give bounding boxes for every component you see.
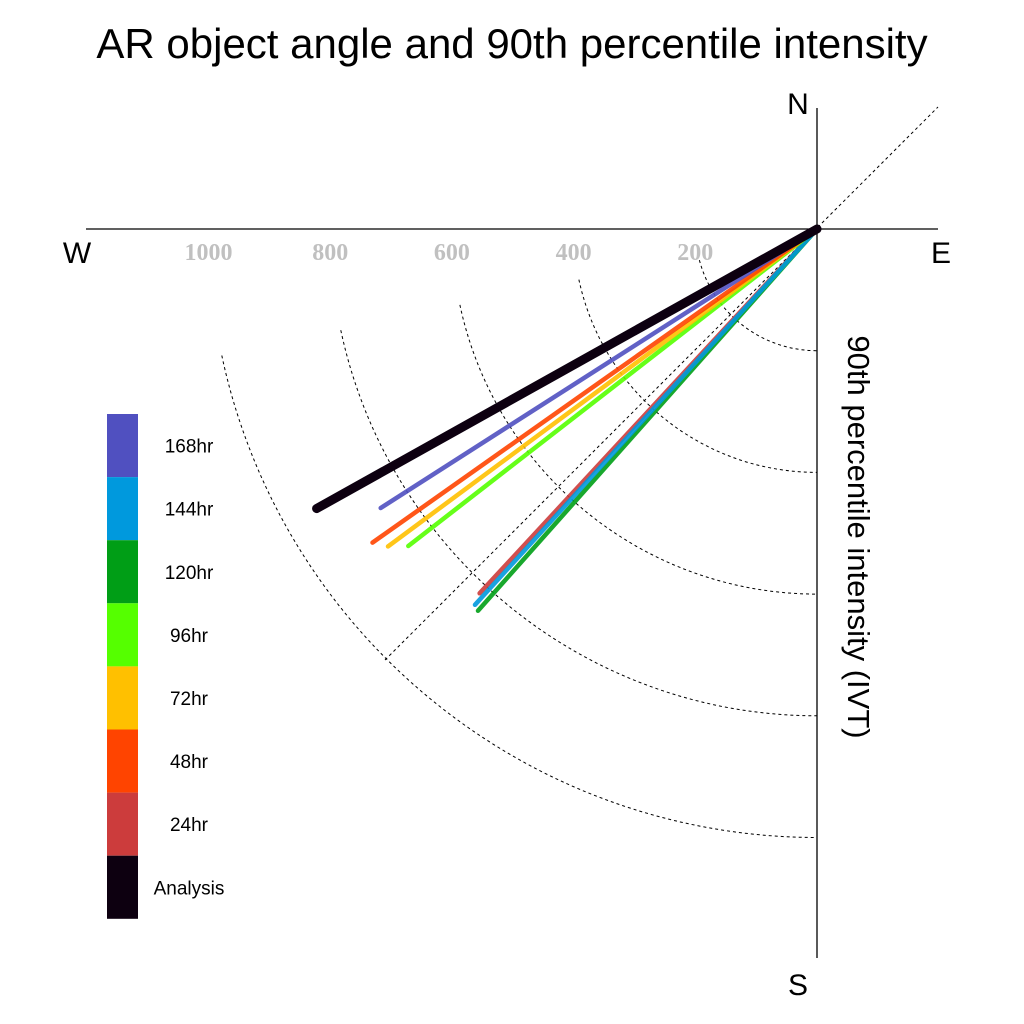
legend-swatch-48hr	[107, 729, 138, 793]
radial-tick-labels: 200 400 600 800 1000	[185, 240, 714, 266]
chart-title: AR object angle and 90th percentile inte…	[96, 20, 927, 67]
legend-swatch-144hr	[107, 477, 138, 541]
tick-label-200: 200	[677, 240, 713, 266]
legend-swatch-24hr	[107, 792, 138, 856]
compass-south: S	[788, 969, 808, 1002]
legend-label-72hr: 72hr	[170, 689, 209, 710]
series-lines	[312, 224, 822, 614]
legend-label-24hr: 24hr	[170, 815, 209, 836]
series-line-144hr	[472, 226, 820, 608]
series-line-analysis	[312, 224, 822, 514]
grid-arc-400	[578, 279, 818, 473]
tick-label-400: 400	[556, 240, 592, 266]
legend-label-analysis: Analysis	[154, 878, 225, 899]
legend-swatch-96hr	[107, 603, 138, 667]
tick-label-800: 800	[312, 240, 348, 266]
series-line-48hr	[370, 226, 820, 545]
radial-grid	[221, 254, 818, 838]
legend-swatch-analysis	[107, 855, 138, 919]
grid-arc-600	[459, 304, 818, 595]
legend-label-96hr: 96hr	[170, 626, 209, 647]
diagonal-reference-line	[384, 106, 939, 661]
tick-label-1000: 1000	[185, 240, 233, 266]
legend-swatch-72hr	[107, 666, 138, 730]
compass-west: W	[63, 237, 92, 270]
grid-arc-1000	[221, 355, 818, 838]
legend-swatch-168hr	[107, 414, 138, 478]
tick-label-600: 600	[434, 240, 470, 266]
origin-point	[813, 225, 821, 233]
radial-axis-label: 90th percentile intensity (IVT)	[841, 335, 876, 738]
legend-swatch-120hr	[107, 540, 138, 604]
grid-arc-800	[340, 330, 818, 717]
legend-label-144hr: 144hr	[165, 500, 214, 521]
legend-label-48hr: 48hr	[170, 752, 209, 773]
compass-east: E	[931, 237, 951, 270]
legend-label-120hr: 120hr	[165, 563, 214, 584]
legend-label-168hr: 168hr	[165, 437, 214, 458]
series-line-168hr	[378, 226, 820, 511]
legend: 168hr 144hr 120hr 96hr 72hr 48hr 24hr Analysis	[107, 414, 224, 919]
compass-north: N	[787, 88, 809, 121]
